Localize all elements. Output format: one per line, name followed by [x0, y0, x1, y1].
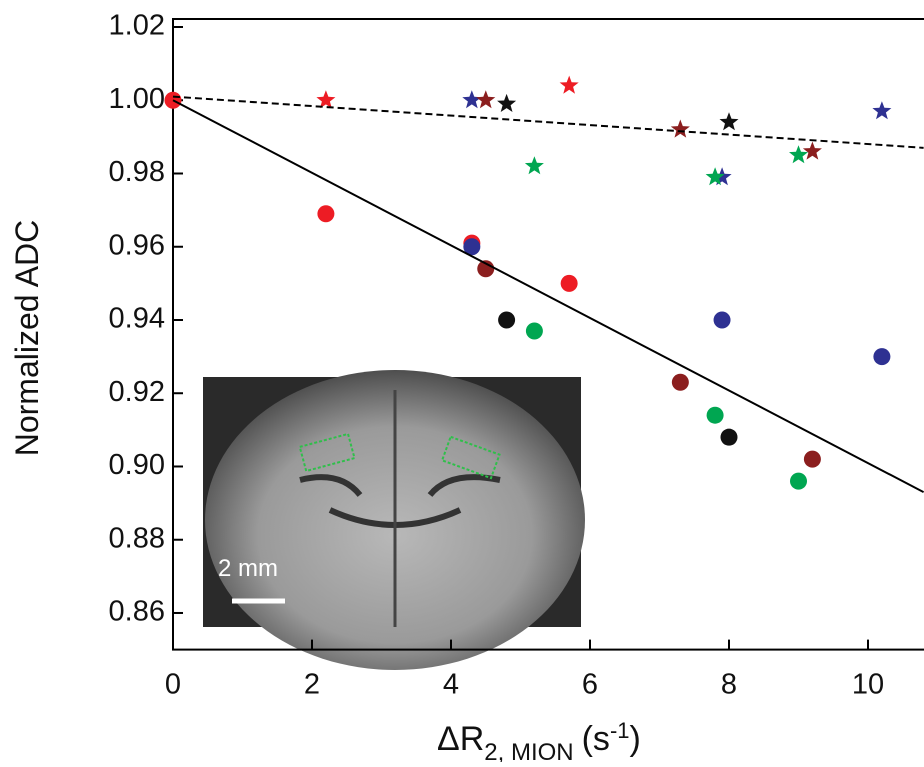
y-tick-label: 0.96 — [109, 229, 165, 261]
circle-point — [477, 260, 495, 278]
x-tick-label: 4 — [443, 668, 459, 700]
fit-line — [172, 99, 924, 494]
circle-point — [560, 274, 578, 292]
x-tick-label: 2 — [304, 668, 320, 700]
x-tick-label: 10 — [852, 668, 884, 700]
y-axis-label: Normalized ADC — [9, 220, 45, 457]
star-point — [462, 90, 482, 109]
circle-point — [317, 205, 335, 223]
circle-point — [706, 406, 724, 424]
star-point — [872, 101, 892, 120]
x-tick-label: 0 — [165, 668, 181, 700]
y-tick-label: 0.90 — [109, 449, 165, 481]
star-point — [719, 112, 739, 131]
y-tick-label: 0.94 — [109, 303, 165, 335]
star-point — [789, 145, 808, 164]
circle-point — [525, 322, 543, 340]
star-point — [712, 167, 732, 186]
y-tick-label: 1.00 — [109, 83, 165, 115]
scale-label: 2 mm — [218, 555, 278, 582]
star-point — [559, 75, 579, 94]
y-tick-label: 0.92 — [109, 376, 165, 408]
circle-point — [873, 348, 891, 366]
star-point — [670, 119, 690, 138]
star-point — [316, 90, 336, 109]
x-axis-label: ΔR2, MION (s-1) — [437, 718, 641, 762]
inset-image: 2 mm — [203, 370, 585, 670]
star-point — [497, 93, 517, 112]
fit-line — [172, 95, 924, 149]
x-tick-label: 6 — [582, 668, 598, 700]
y-tick-label: 0.98 — [109, 156, 165, 188]
circle-point — [713, 311, 731, 329]
star-point — [705, 167, 725, 186]
y-tick-label: 0.86 — [109, 596, 165, 628]
plot-frame — [172, 18, 924, 651]
x-tick-label: 8 — [721, 668, 737, 700]
circle-point — [720, 428, 738, 446]
y-tick-label: 1.02 — [109, 10, 165, 42]
circle-point — [790, 472, 807, 490]
circle-point — [498, 311, 516, 329]
star-point — [524, 156, 544, 175]
circle-point — [803, 450, 821, 468]
star-point — [802, 141, 822, 160]
circle-point — [463, 238, 481, 256]
circle-point — [671, 373, 689, 391]
star-point — [476, 90, 496, 109]
y-tick-label: 0.88 — [109, 522, 165, 554]
